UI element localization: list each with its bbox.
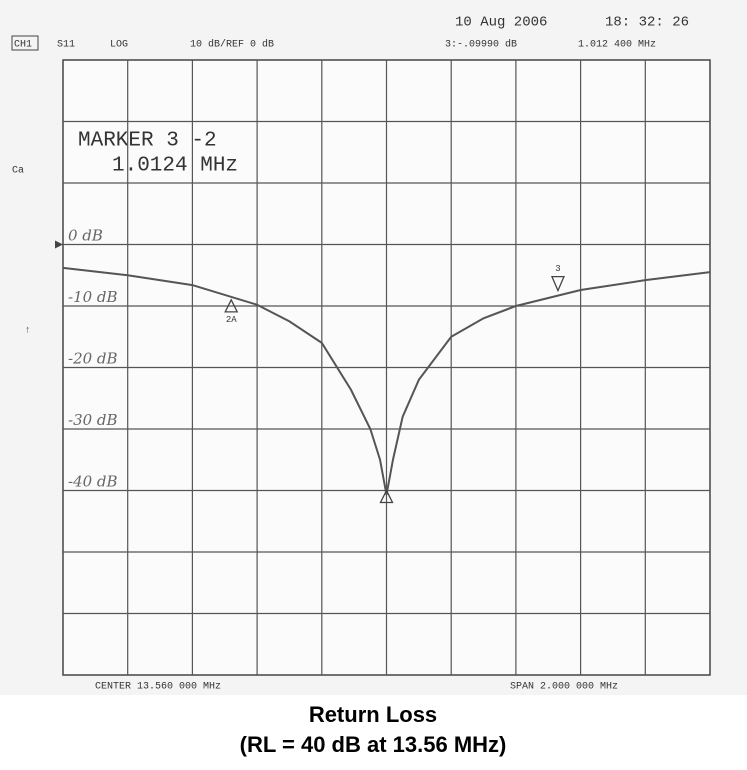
channel: CH1 [14,40,32,51]
scale: 10 dB/REF 0 dB [190,39,274,51]
reference-pointer [55,240,63,249]
span-label: SPAN 2.000 000 MHz [510,682,618,693]
marker [224,298,239,313]
parameter: S11 [57,40,75,51]
y-tick-label: -20 dB [68,350,118,368]
chart-subtitle: (RL = 40 dB at 13.56 MHz) [240,732,507,757]
y-tick-label: -40 dB [68,473,118,491]
y-tick-label: -10 dB [68,288,118,306]
channel-box [11,35,39,51]
annotation-line: MARKER 3 -2 [78,130,217,153]
marker-label: 3 [555,264,560,274]
marker-label: 2A [226,315,237,325]
marker-freq: 1.012 400 MHz [578,40,656,51]
date: 10 Aug 2006 [455,15,547,31]
side-label: Ca [12,166,24,177]
y-tick-label: 0 dB [68,227,103,245]
annotation-line: 1.0124 MHz [112,155,238,178]
marker-value: 3:-.09990 dB [445,39,517,51]
y-tick-label: -30 dB [68,411,118,429]
time: 18: 32: 26 [605,15,689,31]
marker [550,275,565,293]
marker [379,489,394,504]
side-arrow: ↑ [25,325,30,336]
trace [62,266,711,495]
center-label: CENTER 13.560 000 MHz [95,682,221,693]
format: LOG [110,40,128,51]
chart-title: Return Loss [309,702,437,727]
